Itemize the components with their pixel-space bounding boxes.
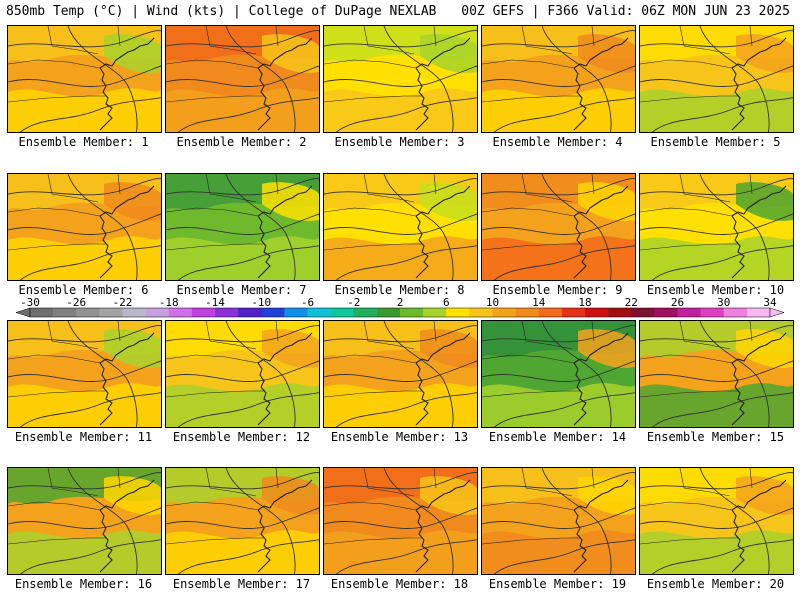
colorbar-swatch [492, 308, 516, 317]
ensemble-member-map [7, 467, 162, 575]
ensemble-member-label: Ensemble Member: 17 [172, 577, 311, 591]
ensemble-member-label: Ensemble Member: 10 [646, 283, 785, 297]
colorbar-swatch [538, 308, 563, 317]
colorbar-tick-label: -26 [66, 296, 86, 309]
colorbar-swatch [723, 308, 748, 317]
colorbar-tick-label: 18 [578, 296, 591, 309]
colorbar-swatch [400, 308, 424, 317]
colorbar-tick-label: -18 [159, 296, 179, 309]
ensemble-member-map [323, 320, 478, 428]
ensemble-member-label: Ensemble Member: 9 [492, 283, 623, 297]
colorbar-tick-label: 34 [763, 296, 777, 309]
colorbar-swatch [585, 308, 609, 317]
colorbar-tick-label: 22 [625, 296, 638, 309]
ensemble-member-label: Ensemble Member: 7 [176, 283, 307, 297]
colorbar-swatch [53, 308, 77, 317]
ensemble-member-label: Ensemble Member: 20 [646, 577, 785, 591]
ensemble-member-map [481, 320, 636, 428]
colorbar-swatch [631, 308, 655, 317]
ensemble-member-label: Ensemble Member: 13 [330, 430, 469, 444]
ensemble-member-map [481, 25, 636, 133]
ensemble-member-map [165, 320, 320, 428]
ensemble-member-label: Ensemble Member: 5 [650, 135, 781, 149]
colorbar-swatch [284, 308, 308, 317]
colorbar-swatch [677, 308, 701, 317]
temperature-colorbar: -30-26-22-18-14-10-6-2261014182226303438… [15, 296, 785, 318]
colorbar-tick-label: -10 [251, 296, 271, 309]
ensemble-member-map [639, 320, 794, 428]
map-title: 850mb Temp (°C) | Wind (kts) | College o… [6, 4, 437, 19]
colorbar-swatch [515, 308, 540, 317]
ensemble-member-label: Ensemble Member: 6 [18, 283, 149, 297]
colorbar-tick-label: 6 [443, 296, 450, 309]
ensemble-member-label: Ensemble Member: 16 [14, 577, 153, 591]
colorbar-tick-label: -30 [20, 296, 40, 309]
colorbar-swatch [423, 308, 447, 317]
ensemble-member-map [639, 467, 794, 575]
ensemble-member-map [323, 467, 478, 575]
ensemble-member-label: Ensemble Member: 11 [14, 430, 153, 444]
colorbar-tick-label: -14 [205, 296, 225, 309]
colorbar-tick-label: -2 [347, 296, 360, 309]
ensemble-member-label: Ensemble Member: 1 [18, 135, 149, 149]
ensemble-member-label: Ensemble Member: 3 [334, 135, 465, 149]
ensemble-member-map [7, 320, 162, 428]
ensemble-member-map [639, 173, 794, 281]
colorbar-tick-label: 2 [397, 296, 404, 309]
ensemble-member-label: Ensemble Member: 12 [172, 430, 311, 444]
ensemble-member-label: Ensemble Member: 4 [492, 135, 623, 149]
ensemble-member-label: Ensemble Member: 19 [488, 577, 627, 591]
colorbar-swatch [99, 308, 123, 317]
colorbar-swatch [469, 308, 493, 317]
colorbar-swatch [30, 308, 54, 317]
colorbar-low-arrow [15, 307, 31, 318]
colorbar-swatch [654, 308, 678, 317]
colorbar-swatch [122, 308, 146, 317]
ensemble-member-map [165, 467, 320, 575]
colorbar-swatch [145, 308, 170, 317]
colorbar-swatch [330, 308, 355, 317]
colorbar-swatch [261, 308, 285, 317]
ensemble-member-label: Ensemble Member: 8 [334, 283, 465, 297]
ensemble-member-label: Ensemble Member: 2 [176, 135, 307, 149]
colorbar-swatch [700, 308, 725, 317]
colorbar-swatch [76, 308, 100, 317]
colorbar-swatch [746, 308, 771, 317]
ensemble-member-map [165, 25, 320, 133]
ensemble-member-map [323, 173, 478, 281]
colorbar-swatch [561, 308, 586, 317]
colorbar-swatch [191, 308, 216, 317]
ensemble-member-map [639, 25, 794, 133]
ensemble-member-map [165, 173, 320, 281]
colorbar-swatch [376, 308, 401, 317]
ensemble-member-map [481, 467, 636, 575]
colorbar-swatch [446, 308, 470, 317]
colorbar-high-arrow [769, 307, 785, 318]
colorbar-tick-label: 30 [717, 296, 730, 309]
ensemble-member-label: Ensemble Member: 18 [330, 577, 469, 591]
colorbar-tick-label: 14 [532, 296, 546, 309]
colorbar-swatch [215, 308, 239, 317]
colorbar-swatch [238, 308, 262, 317]
ensemble-member-label: Ensemble Member: 15 [646, 430, 785, 444]
colorbar-tick-label: 26 [671, 296, 684, 309]
colorbar-tick-label: -6 [301, 296, 314, 309]
run-valid-time: 00Z GEFS | F366 Valid: 06Z MON JUN 23 20… [461, 4, 790, 19]
ensemble-member-map [7, 25, 162, 133]
ensemble-member-label: Ensemble Member: 14 [488, 430, 627, 444]
colorbar-swatch [168, 308, 193, 317]
colorbar-swatch [353, 308, 378, 317]
colorbar-tick-label: 10 [486, 296, 499, 309]
ensemble-member-map [7, 173, 162, 281]
ensemble-member-map [481, 173, 636, 281]
colorbar-swatch [608, 308, 632, 317]
colorbar-swatch [307, 308, 331, 317]
ensemble-member-map [323, 25, 478, 133]
colorbar-tick-label: -22 [113, 296, 133, 309]
